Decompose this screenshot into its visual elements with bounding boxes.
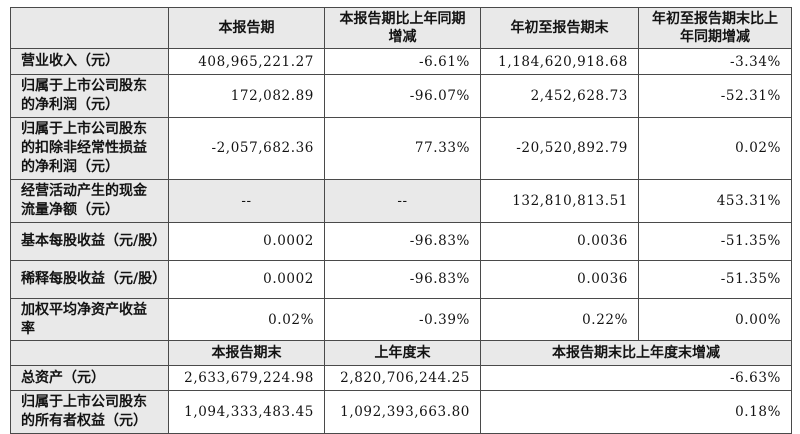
table-header-row: 本报告期 本报告期比上年同期增减 年初至报告期末 年初至报告期末比上年同期增减 [10, 6, 792, 50]
table-row: 经营活动产生的现金流量净额（元） -- -- 132,810,813.51 45… [10, 178, 792, 223]
header-end-change: 本报告期末比上年度末增减 [480, 340, 792, 367]
cell-period-change: -96.07% [324, 74, 481, 119]
header-current-period: 本报告期 [168, 6, 325, 50]
header-blank-cell [10, 340, 169, 367]
header-ytd-change: 年初至报告期末比上年同期增减 [638, 6, 792, 50]
row-label: 基本每股收益（元/股） [10, 221, 169, 261]
cell-end-period: 2,633,679,224.98 [168, 365, 325, 392]
cell-ytd-change: -51.35% [638, 221, 792, 261]
cell-prior-year-end: 1,092,393,663.80 [324, 390, 481, 434]
cell-ytd: 0.0036 [480, 259, 639, 299]
row-label: 归属于上市公司股东的扣除非经常性损益的净利润（元） [10, 117, 169, 180]
row-label: 总资产（元） [10, 365, 169, 392]
cell-prior-year-end: 2,820,706,244.25 [324, 365, 481, 392]
row-label: 归属于上市公司股东的所有者权益（元） [10, 390, 169, 434]
table-row: 基本每股收益（元/股） 0.0002 -96.83% 0.0036 -51.35… [10, 221, 792, 261]
cell-end-change: 0.18% [480, 390, 792, 434]
row-label: 加权平均净资产收益率 [10, 297, 169, 342]
cell-ytd-change: -52.31% [638, 74, 792, 119]
header-current-period-change: 本报告期比上年同期增减 [324, 6, 481, 50]
cell-ytd: 132,810,813.51 [480, 178, 639, 223]
cell-period: 408,965,221.27 [168, 48, 325, 76]
cell-ytd-change: 0.02% [638, 117, 792, 180]
table-header-row-period-end: 本报告期末 上年度末 本报告期末比上年度末增减 [10, 340, 792, 367]
header-blank-cell [10, 6, 169, 50]
table-row: 营业收入（元） 408,965,221.27 -6.61% 1,184,620,… [10, 48, 792, 76]
cell-period: 0.02% [168, 297, 325, 342]
row-label: 归属于上市公司股东的净利润（元） [10, 74, 169, 119]
cell-ytd: 0.22% [480, 297, 639, 342]
table-row: 总资产（元） 2,633,679,224.98 2,820,706,244.25… [10, 365, 792, 392]
row-label: 营业收入（元） [10, 48, 169, 76]
cell-ytd-change: -51.35% [638, 259, 792, 299]
table-row: 加权平均净资产收益率 0.02% -0.39% 0.22% 0.00% [10, 297, 792, 342]
cell-period-change: -96.83% [324, 259, 481, 299]
header-end-of-period: 本报告期末 [168, 340, 325, 367]
row-label: 稀释每股收益（元/股） [10, 259, 169, 299]
cell-period-change: 77.33% [324, 117, 481, 180]
cell-ytd-change: -3.34% [638, 48, 792, 76]
table-row: 稀释每股收益（元/股） 0.0002 -96.83% 0.0036 -51.35… [10, 259, 792, 299]
cell-period-change-na: -- [324, 178, 481, 223]
cell-ytd-change: 0.00% [638, 297, 792, 342]
cell-period-change: -6.61% [324, 48, 481, 76]
cell-ytd-change: 453.31% [638, 178, 792, 223]
table-row: 归属于上市公司股东的所有者权益（元） 1,094,333,483.45 1,09… [10, 390, 792, 434]
cell-ytd: 1,184,620,918.68 [480, 48, 639, 76]
cell-period: 0.0002 [168, 259, 325, 299]
cell-period: 0.0002 [168, 221, 325, 261]
cell-end-change: -6.63% [480, 365, 792, 392]
header-prior-year-end: 上年度末 [324, 340, 481, 367]
cell-period: -2,057,682.36 [168, 117, 325, 180]
cell-period: 172,082.89 [168, 74, 325, 119]
cell-period-change: -96.83% [324, 221, 481, 261]
header-ytd: 年初至报告期末 [480, 6, 639, 50]
row-label: 经营活动产生的现金流量净额（元） [10, 178, 169, 223]
cell-end-period: 1,094,333,483.45 [168, 390, 325, 434]
financial-summary-table: 本报告期 本报告期比上年同期增减 年初至报告期末 年初至报告期末比上年同期增减 … [10, 6, 792, 434]
cell-ytd: 0.0036 [480, 221, 639, 261]
table-row: 归属于上市公司股东的扣除非经常性损益的净利润（元） -2,057,682.36 … [10, 117, 792, 180]
cell-ytd: -20,520,892.79 [480, 117, 639, 180]
cell-period-change: -0.39% [324, 297, 481, 342]
cell-period-na: -- [168, 178, 325, 223]
cell-ytd: 2,452,628.73 [480, 74, 639, 119]
table-row: 归属于上市公司股东的净利润（元） 172,082.89 -96.07% 2,45… [10, 74, 792, 119]
